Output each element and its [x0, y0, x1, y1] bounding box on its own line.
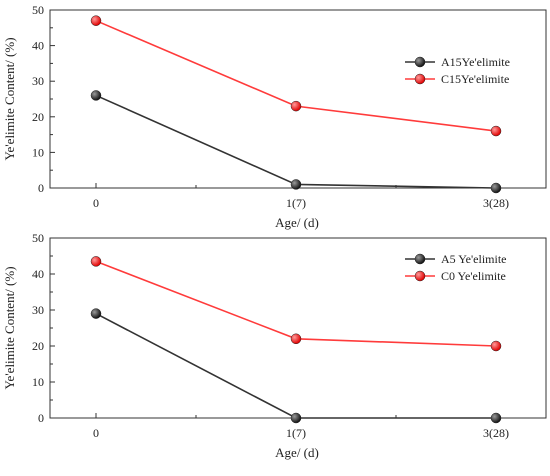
y-tick-label: 20 [32, 110, 44, 124]
y-tick-label: 30 [32, 74, 44, 88]
data-point [290, 412, 302, 424]
data-point [90, 90, 102, 101]
data-point [290, 100, 302, 112]
y-tick-label: 10 [32, 375, 44, 389]
x-tick-label: 1(7) [286, 426, 306, 440]
y-tick-label: 40 [32, 267, 44, 281]
legend-label: A15Ye'elimite [441, 55, 510, 69]
legend-marker [414, 270, 426, 282]
chart-panel-top: 0 10 20 30 40 50 0 1(7) 3(28) Age/ (d) Ye'elimite … [2, 3, 547, 230]
data-point [90, 256, 102, 267]
y-axis-label: Ye'elimite Content/ (%) [2, 266, 17, 389]
x-tick-label: 3(28) [483, 426, 509, 440]
legend-label: C0 Ye'elimite [441, 269, 506, 283]
legend-label: C15Ye'elimite [441, 72, 509, 86]
series-line-red [95, 19, 497, 132]
chart-panel-bottom: 0 10 20 30 40 50 0 1(7) 3(28) Age/ (d) Ye'elimite … [2, 231, 547, 460]
x-axis-label: Age/ (d) [275, 215, 319, 230]
y-tick-label: 0 [38, 181, 44, 195]
y-tick-label: 40 [32, 39, 44, 53]
data-point [90, 15, 102, 26]
legend-marker [414, 253, 426, 265]
data-point [90, 308, 102, 319]
x-axis-label: Age/ (d) [275, 445, 319, 460]
plot-frame [49, 9, 547, 189]
x-tick-label: 0 [93, 426, 99, 440]
y-axis-label: Ye'elimite Content/ (%) [2, 37, 17, 160]
data-point [490, 182, 502, 194]
data-point [290, 333, 302, 345]
data-point [490, 125, 502, 137]
y-tick-label: 10 [32, 145, 44, 159]
data-point [290, 179, 302, 190]
y-tick-label: 30 [32, 303, 44, 317]
series-line-red [95, 260, 497, 347]
y-tick-label: 50 [32, 3, 44, 17]
legend-marker [414, 73, 426, 85]
x-tick-label: 0 [93, 196, 99, 210]
x-tick-label: 1(7) [286, 196, 306, 210]
data-point [490, 340, 502, 352]
legend-label: A5 Ye'elimite [441, 252, 507, 266]
y-tick-label: 0 [38, 411, 44, 425]
series-line-black [95, 312, 496, 419]
y-tick-label: 20 [32, 339, 44, 353]
legend-marker [414, 56, 426, 68]
y-tick-label: 50 [32, 231, 44, 245]
x-tick-label: 3(28) [483, 196, 509, 210]
data-point [490, 412, 502, 424]
